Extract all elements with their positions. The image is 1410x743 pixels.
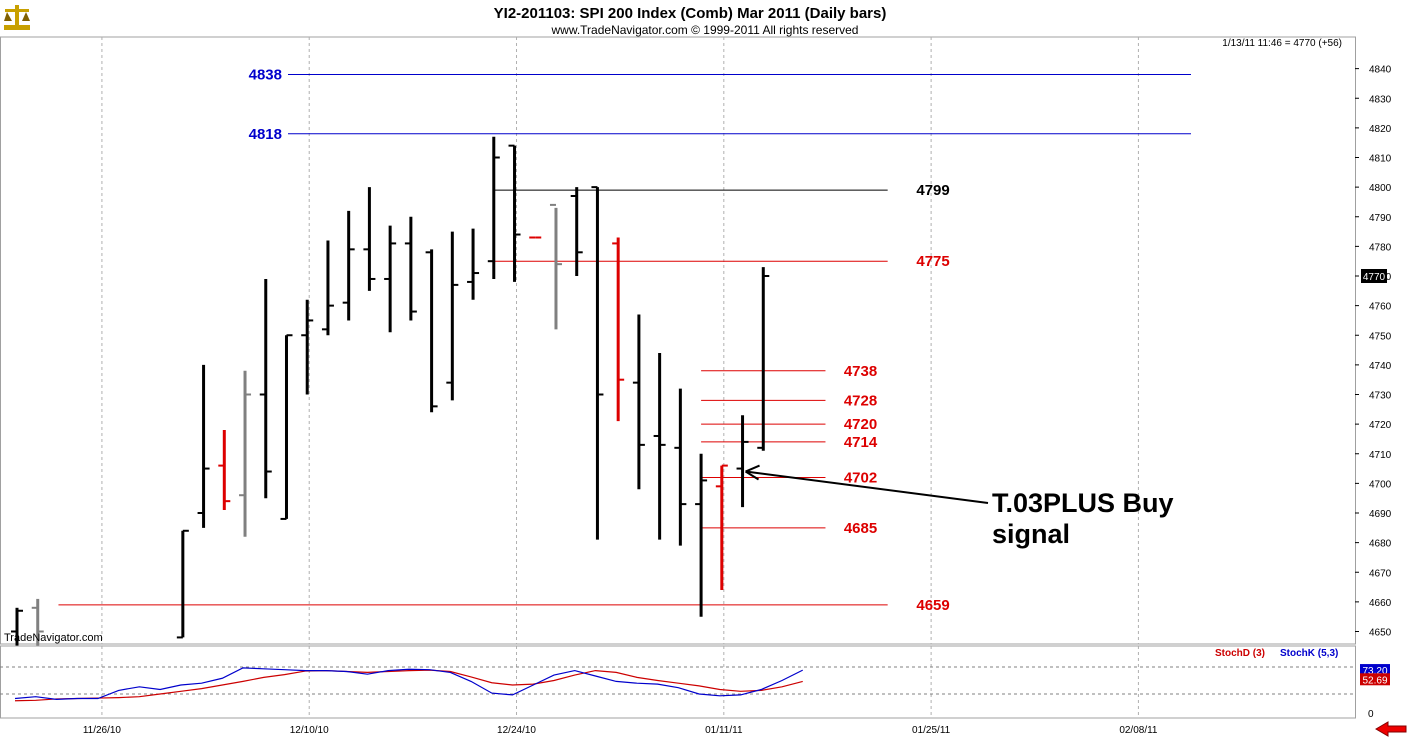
price-frame — [0, 36, 1356, 645]
chart-title: YI2-201103: SPI 200 Index (Comb) Mar 201… — [494, 5, 887, 22]
arrow-head — [745, 464, 760, 481]
scales-logo-icon — [4, 5, 30, 30]
stochastic-plot-area: 11/26/10 12/10/10 12/24/10 01/11/11 01/25/11… — [0, 645, 1390, 736]
stoch-value-badge — [1360, 673, 1390, 686]
ohlc-bar — [695, 453, 708, 617]
y-tick-label: 4720 — [1369, 420, 1392, 431]
ohlc-bar — [197, 364, 210, 528]
level-label: 4659 — [916, 597, 949, 614]
y-tick-label: 4670 — [1369, 568, 1392, 579]
annotation-text: signal — [992, 519, 1070, 549]
ohlc-bar — [612, 237, 625, 422]
ohlc-bar — [384, 225, 397, 333]
level-label: 4838 — [249, 67, 282, 84]
ohlc-bar — [674, 388, 687, 546]
watermark-text: TradeNavigator.com — [4, 632, 103, 644]
ohlc-bar — [31, 598, 44, 647]
stoch-frame — [0, 645, 1356, 719]
ohlc-bar — [239, 370, 252, 537]
ohlc-bar — [218, 430, 231, 511]
stoch-series-line — [14, 669, 803, 702]
scroll-left-arrow-icon[interactable] — [1375, 721, 1407, 737]
y-tick-label: 4690 — [1369, 509, 1392, 520]
ohlc-bar — [757, 267, 770, 451]
ohlc-bar — [653, 353, 666, 540]
y-tick-label: 4650 — [1369, 628, 1392, 639]
stochd-legend: StochD (3) — [1215, 648, 1265, 659]
y-tick-label: 4780 — [1369, 242, 1392, 253]
ohlc-bar — [446, 231, 459, 401]
stoch-series-line — [14, 667, 804, 701]
y-tick-label: 4740 — [1369, 361, 1392, 372]
annotation-text: T.03PLUS Buy — [992, 488, 1174, 518]
y-tick-label: 4840 — [1369, 65, 1392, 76]
y-tick-label: 4660 — [1369, 598, 1392, 609]
y-tick-label: 4680 — [1369, 539, 1392, 550]
level-label: 4818 — [249, 126, 282, 143]
ohlc-bar — [632, 314, 645, 490]
ohlc-bar — [467, 228, 480, 300]
x-tick-label: 02/08/11 — [1119, 725, 1158, 736]
ohlc-bar — [363, 187, 376, 291]
ohlc-bar — [508, 144, 521, 282]
stoch-value-label: 73.20 — [1362, 666, 1387, 677]
last-price-badge — [1361, 269, 1387, 283]
stochk-legend: StochK (5,3) — [1280, 648, 1338, 659]
y-tick-label: 4810 — [1369, 154, 1392, 165]
ohlc-bar — [301, 299, 314, 395]
ohlc-bar — [549, 203, 562, 330]
y-tick-label: 4790 — [1369, 213, 1392, 224]
stoch-value-badge — [1360, 664, 1390, 677]
x-tick-label: 01/11/11 — [705, 725, 743, 736]
ohlc-bar — [321, 240, 334, 336]
level-label: 4738 — [844, 363, 877, 380]
price-plot-area: 4650 4660 4670 4680 4690 4700 4710 4720 4730 4740… — [0, 36, 1392, 647]
y-tick-label: 4800 — [1369, 183, 1392, 194]
ohlc-bar — [404, 216, 417, 321]
ohlc-bar — [715, 464, 728, 591]
y-tick-label: 4820 — [1369, 124, 1392, 135]
x-tick-label: 12/10/10 — [290, 725, 329, 736]
ohlc-bar — [342, 210, 355, 321]
level-label: 4685 — [844, 520, 877, 537]
ohlc-bar — [280, 334, 293, 520]
quote-info: 1/13/11 11:46 = 4770 (+56) — [1222, 38, 1342, 49]
ohlc-bar — [425, 249, 438, 413]
x-tick-label: 01/25/11 — [912, 725, 951, 736]
ohlc-bar — [591, 186, 604, 540]
ohlc-bar — [11, 607, 23, 647]
y-tick-label: 4830 — [1369, 94, 1392, 105]
last-price-label: 4770 — [1363, 272, 1386, 283]
stoch-value-label: 52.69 — [1362, 675, 1387, 686]
copyright-text: www.TradeNavigator.com © 1999-2011 All r… — [551, 23, 859, 37]
ohlc-bar — [736, 415, 749, 508]
level-label: 4775 — [916, 253, 949, 270]
stoch-y-tick-label: 0 — [1368, 709, 1374, 720]
ohlc-bar — [176, 529, 189, 639]
level-label: 4728 — [844, 392, 877, 409]
ohlc-bar — [487, 136, 500, 279]
level-label: 4720 — [844, 416, 877, 433]
y-tick-label: 4710 — [1369, 450, 1392, 461]
level-label: 4702 — [844, 469, 877, 486]
x-tick-label: 11/26/10 — [83, 725, 122, 736]
y-tick-label: 4760 — [1369, 302, 1392, 313]
x-tick-label: 12/24/10 — [497, 725, 536, 736]
ohlc-bar — [259, 278, 272, 499]
annotation-arrow — [745, 470, 989, 504]
level-label: 4799 — [916, 182, 949, 199]
y-tick-label: 4700 — [1369, 479, 1392, 490]
y-tick-label: 4730 — [1369, 391, 1392, 402]
ohlc-bar — [570, 187, 583, 276]
y-tick-label: 4750 — [1369, 331, 1392, 342]
level-label: 4714 — [844, 434, 878, 451]
